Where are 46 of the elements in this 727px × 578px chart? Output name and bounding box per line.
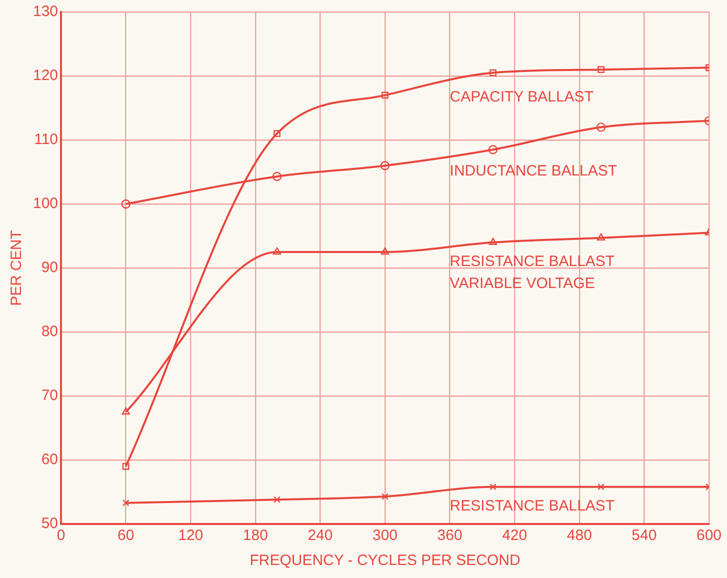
x-tick-label: 480 [566, 527, 592, 544]
x-tick-label: 360 [437, 527, 462, 544]
point [122, 462, 130, 470]
x-tick-label: 300 [372, 527, 398, 544]
y-tick-label: 60 [41, 451, 58, 468]
point [380, 161, 390, 170]
series-label: RESISTANCE BALLAST VARIABLE VOLTAGE [450, 252, 615, 292]
y-tick-label: 120 [32, 67, 58, 84]
x-tick-label: 120 [178, 527, 204, 544]
series-label: CAPACITY BALLAST [450, 88, 594, 106]
y-tick-label: 110 [34, 131, 58, 148]
y-tick-label: 130 [32, 3, 58, 20]
point [272, 247, 282, 255]
point [488, 145, 498, 154]
point [596, 122, 606, 132]
point [272, 172, 282, 182]
x-axis-title: FREQUENCY - CYCLES PER SECOND [250, 552, 520, 570]
point [598, 66, 604, 74]
x-tick-label: 240 [308, 527, 333, 544]
y-tick-label: 50 [41, 515, 58, 532]
x-tick-label: 540 [632, 527, 657, 544]
point [274, 130, 280, 138]
y-tick-label: 90 [41, 259, 58, 276]
point [380, 247, 390, 255]
point [490, 483, 496, 490]
x-tick-label: 0 [56, 527, 66, 544]
x-tick-label: 600 [696, 527, 722, 544]
x-tick-label: 420 [502, 527, 528, 544]
series-label: INDUCTANCE BALLAST [450, 162, 618, 180]
point [122, 407, 130, 415]
point [274, 496, 280, 504]
point [122, 499, 130, 506]
point [121, 199, 130, 209]
point [382, 92, 388, 99]
point [490, 69, 496, 76]
point [488, 238, 498, 245]
y-tick-label: 80 [41, 323, 58, 340]
point [382, 493, 388, 500]
x-tick-label: 180 [242, 527, 268, 544]
series-label: RESISTANCE BALLAST [450, 497, 615, 514]
point [598, 483, 604, 490]
y-tick-label: 70 [41, 387, 58, 404]
point [596, 233, 606, 241]
y-axis-title: PER CENT [8, 230, 26, 306]
y-tick-label: 100 [32, 195, 58, 212]
x-tick-label: 60 [117, 527, 134, 544]
